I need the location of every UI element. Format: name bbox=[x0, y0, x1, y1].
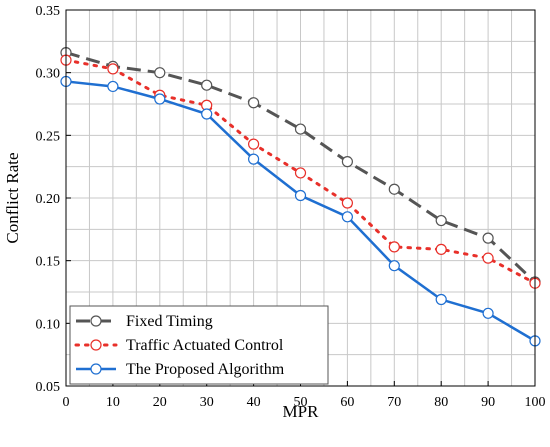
data-point bbox=[341, 156, 353, 168]
data-point bbox=[435, 243, 447, 255]
data-point bbox=[388, 241, 400, 253]
series-line bbox=[65, 51, 537, 284]
x-tick-label: 0 bbox=[63, 395, 70, 410]
data-point bbox=[294, 189, 307, 202]
data-point bbox=[294, 167, 307, 179]
y-tick-label: 0.35 bbox=[36, 4, 61, 19]
data-point bbox=[294, 123, 307, 135]
legend-marker bbox=[90, 315, 102, 327]
data-point bbox=[482, 252, 494, 264]
legend-marker bbox=[90, 363, 102, 375]
x-tick-label: 90 bbox=[481, 395, 495, 410]
data-point bbox=[248, 153, 260, 165]
legend-label: The Proposed Algorithm bbox=[126, 361, 285, 378]
data-point bbox=[435, 214, 447, 227]
data-point bbox=[388, 183, 400, 195]
data-point bbox=[201, 108, 213, 120]
y-tick-label: 0.10 bbox=[36, 317, 61, 332]
data-point bbox=[248, 138, 260, 150]
y-tick-label: 0.20 bbox=[36, 192, 61, 207]
x-tick-label: 20 bbox=[153, 395, 167, 410]
data-point bbox=[482, 307, 494, 319]
y-tick-label: 0.05 bbox=[36, 380, 61, 395]
series-the-proposed-algorithm bbox=[60, 75, 541, 347]
series-layer bbox=[60, 47, 541, 347]
x-tick-label: 40 bbox=[247, 395, 261, 410]
x-tick-label: 100 bbox=[525, 395, 546, 410]
x-tick-label: 60 bbox=[340, 395, 354, 410]
data-point bbox=[107, 80, 119, 93]
data-point bbox=[341, 197, 353, 209]
x-tick-label: 70 bbox=[387, 395, 401, 410]
y-tick-label: 0.15 bbox=[36, 255, 61, 270]
y-axis-title: Conflict Rate bbox=[3, 152, 22, 243]
data-point bbox=[341, 211, 353, 223]
data-point bbox=[201, 79, 213, 91]
x-tick-label: 50 bbox=[294, 395, 308, 410]
y-tick-label: 0.25 bbox=[36, 129, 61, 144]
data-point bbox=[482, 232, 494, 244]
x-axis-title: MPR bbox=[283, 402, 320, 421]
legend: Fixed Timing Traffic Actuated Control The … bbox=[69, 305, 329, 385]
legend-marker bbox=[90, 339, 102, 351]
data-point bbox=[388, 260, 400, 272]
x-tick-label: 30 bbox=[200, 395, 214, 410]
x-tick-label: 10 bbox=[106, 395, 120, 410]
data-point bbox=[154, 67, 166, 79]
x-tick-label: 80 bbox=[434, 395, 448, 410]
data-point bbox=[154, 93, 166, 105]
y-tick-label: 0.30 bbox=[36, 67, 61, 82]
data-point bbox=[107, 63, 119, 75]
data-point bbox=[435, 293, 447, 306]
ticks: 0 10 20 30 40 50 60 70 80 90 100 0.05 0.10 0.15 0.20 0.… bbox=[36, 4, 546, 410]
data-point bbox=[248, 97, 260, 109]
legend-label: Fixed Timing bbox=[126, 313, 213, 330]
legend-label: Traffic Actuated Control bbox=[126, 337, 284, 354]
